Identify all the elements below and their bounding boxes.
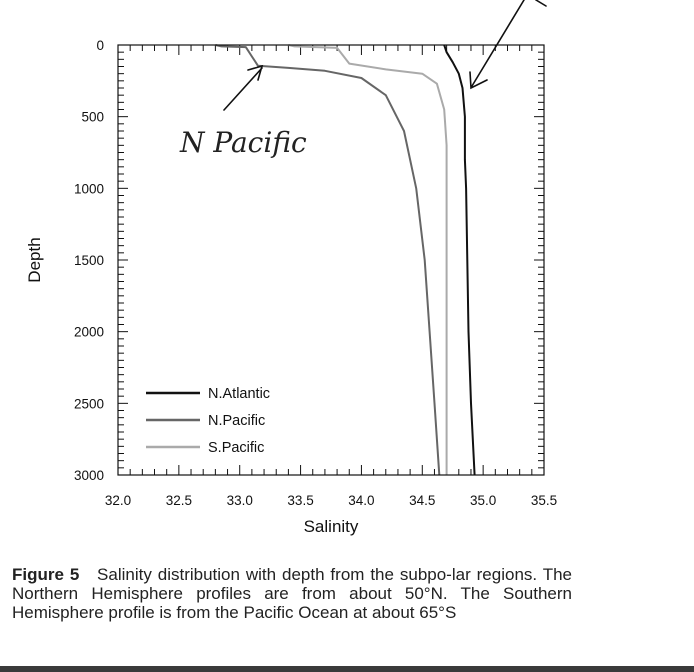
y-tick-label: 500 [81,110,104,125]
x-tick-label: 33.0 [227,493,253,508]
y-tick-label: 0 [96,38,104,53]
series-line-s-pacific [288,44,448,475]
x-tick-label: 35.0 [470,493,496,508]
annotation-arrow-n-atlantic [469,0,525,90]
series-line-n-atlantic [443,44,476,476]
figure-caption: Figure 5 Salinity distribution with dept… [12,565,572,622]
x-tick-label: 32.0 [105,493,131,508]
tick-labels: 32.0 32.5 33.0 33.5 34.0 34.5 35.0 35.5 0 500 1000… [74,38,557,508]
x-tick-label: 32.5 [166,493,192,508]
x-tick-label: 33.5 [287,493,313,508]
y-axis-label: Depth [25,237,44,282]
y-tick-label: 1500 [74,253,104,268]
y-tick-label: 2500 [74,396,104,411]
handwritten-annotation: N Pacific [179,0,547,159]
x-tick-label: 34.5 [409,493,435,508]
y-tick-label: 1000 [74,181,104,196]
axis-ticks [117,44,545,476]
series-line-n-pacific [215,44,441,476]
plot-frame [117,44,545,476]
x-axis-label: Salinity [304,517,359,536]
y-tick-label: 2000 [74,325,104,340]
salinity-depth-chart: 32.0 32.5 33.0 33.5 34.0 34.5 35.0 35.5 0 500 1000… [25,0,557,536]
annotation-arrow-n-pacific [223,64,264,111]
x-tick-label: 35.5 [531,493,557,508]
bottom-border [0,666,694,672]
legend: N.Atlantic N.Pacific S.Pacific [146,386,270,456]
annotation-stroke-top-right [535,0,547,7]
y-tick-label: 3000 [74,468,104,483]
legend-label: N.Pacific [208,413,265,429]
legend-label: N.Atlantic [208,386,270,402]
caption-figure-label: Figure 5 [12,565,80,584]
caption-text: Salinity distribution with depth from th… [12,565,573,622]
series-layer [215,44,476,476]
annotation-label: N Pacific [179,126,307,159]
x-tick-label: 34.0 [348,493,374,508]
legend-label: S.Pacific [208,440,264,456]
